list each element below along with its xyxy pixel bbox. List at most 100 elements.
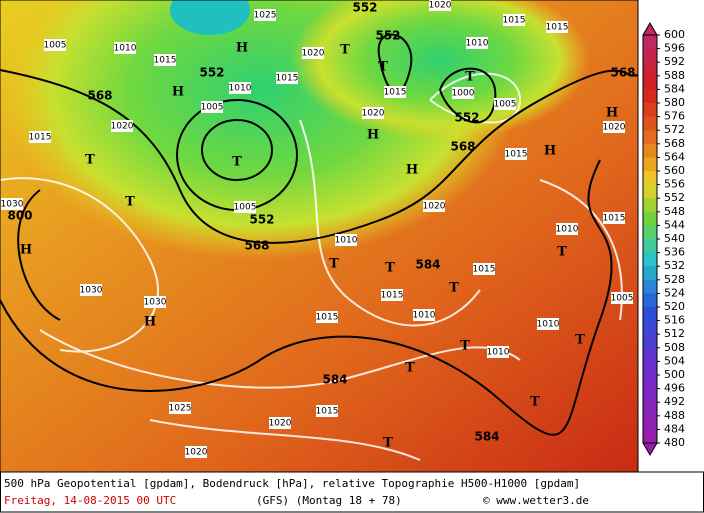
pressure-center: H	[367, 128, 379, 143]
colorbar-label: 536	[664, 246, 685, 259]
label-bg	[556, 223, 578, 235]
colorbar-label: 500	[664, 368, 685, 381]
label-bg	[413, 309, 435, 321]
pressure-center: T	[232, 155, 242, 170]
colorbar-label: 508	[664, 341, 685, 354]
colorbar-label: 548	[664, 205, 685, 218]
label-bg	[302, 47, 324, 59]
isobar-label: 1015	[276, 74, 299, 84]
colorbar-band	[643, 225, 657, 240]
pressure-center: T	[557, 245, 567, 260]
isobar-label: 1015	[546, 23, 569, 33]
label-bg	[381, 289, 403, 301]
caption-date: Freitag, 14-08-2015 00 UTC	[4, 494, 176, 507]
label-bg	[269, 417, 291, 429]
isobar-label: 1010	[487, 348, 510, 358]
geopotential-label: 568	[87, 89, 112, 103]
isobar-label: 1020	[302, 49, 325, 59]
geopotential-label: 584	[415, 258, 440, 272]
colorbar-label: 588	[664, 69, 685, 82]
colorbar-label: 552	[664, 191, 685, 204]
pressure-center: T	[449, 281, 459, 296]
caption-model: (GFS) (Montag 18 + 78)	[256, 494, 402, 507]
colorbar-band	[643, 334, 657, 349]
pressure-center: T	[575, 333, 585, 348]
isobar-label: 1015	[503, 16, 526, 26]
isobar-label: 1020	[269, 419, 292, 429]
geopotential-label: 552	[352, 1, 377, 15]
isobar-label: 1020	[362, 109, 385, 119]
colorbar-band	[643, 429, 657, 444]
colorbar-label: 572	[664, 123, 685, 136]
label-bg	[1, 198, 23, 210]
colorbar-band	[643, 293, 657, 308]
label-bg	[466, 37, 488, 49]
label-bg	[154, 54, 176, 66]
isobar-label: 1020	[423, 202, 446, 212]
colorbar-band	[643, 361, 657, 376]
isobar-label: 1010	[537, 320, 560, 330]
label-bg	[423, 200, 445, 212]
colorbar-band	[643, 75, 657, 90]
colorbar-label: 596	[664, 42, 685, 55]
colorbar-band	[643, 320, 657, 335]
colorbar-band	[643, 198, 657, 213]
geopotential-label: 568	[244, 239, 269, 253]
colorbar-band	[643, 116, 657, 131]
isobar-label: 1015	[381, 291, 404, 301]
label-bg	[487, 346, 509, 358]
label-bg	[114, 42, 136, 54]
colorbar-label: 496	[664, 382, 685, 395]
label-bg	[185, 446, 207, 458]
pressure-center: H	[20, 243, 32, 258]
label-bg	[316, 405, 338, 417]
colorbar-bottom-arrow	[642, 442, 658, 456]
isobar-label: 1010	[229, 84, 252, 94]
map	[0, 0, 638, 472]
colorbar-band	[643, 252, 657, 267]
geopotential-label: 552	[375, 29, 400, 43]
isobar-label: 1015	[29, 133, 52, 143]
pressure-center: T	[530, 395, 540, 410]
colorbar-label: 516	[664, 314, 685, 327]
isobar-label: 1010	[466, 39, 489, 49]
isobar-label: 1010	[114, 44, 137, 54]
geopotential-label: 552	[249, 213, 274, 227]
isobar-label: 1005	[201, 103, 224, 113]
colorbar-label: 556	[664, 178, 685, 191]
colorbar-label: 568	[664, 137, 685, 150]
colorbar-band	[643, 130, 657, 145]
pressure-center: T	[405, 361, 415, 376]
label-bg	[254, 9, 276, 21]
isobar-label: 1010	[556, 225, 579, 235]
label-bg	[276, 72, 298, 84]
colorbar-band	[643, 62, 657, 77]
label-bg	[384, 86, 406, 98]
isobar-label: 1010	[413, 311, 436, 321]
label-bg	[144, 296, 166, 308]
label-bg	[503, 14, 525, 26]
label-bg	[505, 148, 527, 160]
pressure-center: T	[465, 70, 475, 85]
colorbar-band	[643, 388, 657, 403]
colorbar-label: 492	[664, 395, 685, 408]
colorbar-label: 600	[664, 28, 685, 41]
label-bg	[546, 21, 568, 33]
colorbar-label: 504	[664, 354, 685, 367]
isobar-label: 1005	[494, 100, 517, 110]
colorbar-band	[643, 211, 657, 226]
isobar-label: 1020	[603, 123, 626, 133]
caption-title: 500 hPa Geopotential [gpdam], Bodendruck…	[4, 477, 580, 490]
colorbar-band	[643, 402, 657, 417]
colorbar-label: 512	[664, 327, 685, 340]
isobar-label: 1015	[316, 313, 339, 323]
isobar-label: 1015	[603, 214, 626, 224]
colorbar-band	[643, 171, 657, 186]
label-bg	[537, 318, 559, 330]
pressure-center: T	[385, 261, 395, 276]
label-bg	[169, 402, 191, 414]
colorbar-label: 564	[664, 150, 685, 163]
label-bg	[611, 292, 633, 304]
isobar-label: 1020	[185, 448, 208, 458]
